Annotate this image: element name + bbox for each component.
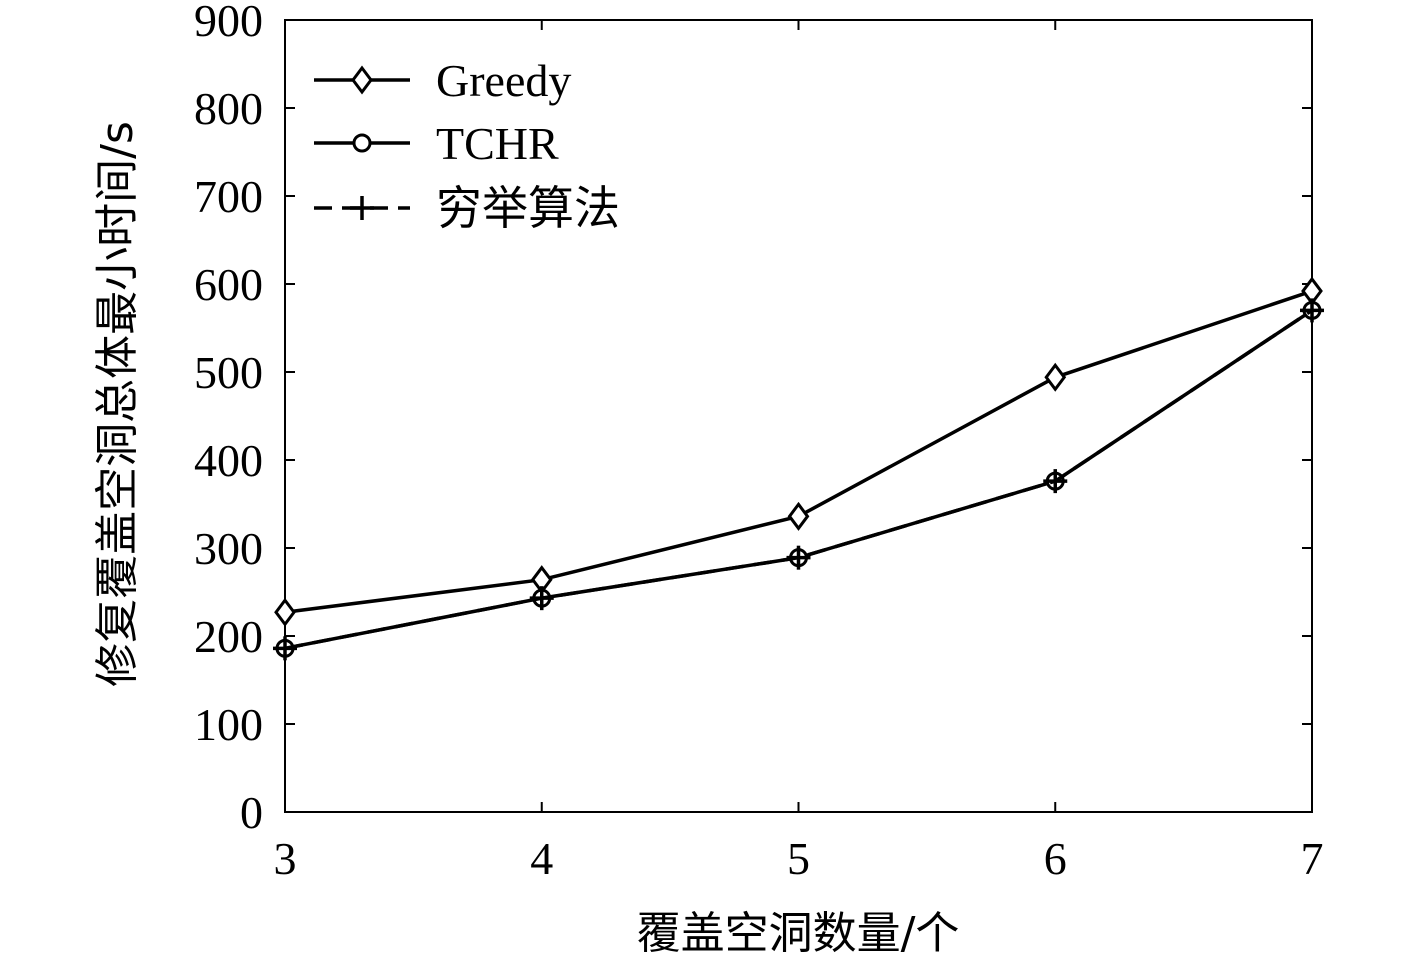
y-tick-label-900: 900 [194,0,263,46]
series-2-point-7 [1300,298,1324,323]
legend-label-0: Greedy [436,55,571,106]
series-0-point-5 [787,501,810,531]
series-2-point-3 [273,636,297,661]
legend-marker-0 [351,65,373,95]
y-tick-label-800: 800 [194,83,263,134]
x-axis-title: 覆盖空洞数量/个 [637,908,960,959]
x-tick-label-5: 5 [787,833,810,884]
axis-ticks: 0 100 200 300 400 500 600 700 800 900 3 4 5 6 7 [194,0,1324,884]
series-0-point-3 [274,597,296,627]
y-tick-label-500: 500 [194,347,263,398]
legend-label-2: 穷举算法 [436,183,620,234]
series-2-line [284,308,1313,651]
y-tick-label-300: 300 [194,523,263,574]
x-tick-label-6: 6 [1044,833,1067,884]
legend: Greedy TCHR 穷举算法 [314,55,620,234]
x-tick-label-7: 7 [1301,833,1324,884]
legend-marker-1 [352,133,372,153]
series-1-line [284,308,1313,651]
y-tick-label-700: 700 [194,171,263,222]
y-axis-title: 修复覆盖空洞总体最小时间/s [92,121,143,687]
y-tick-label-400: 400 [194,435,263,486]
y-tick-label-600: 600 [194,259,263,310]
x-tick-label-4: 4 [530,833,553,884]
series-2-point-5 [786,545,811,570]
series-group [273,276,1324,661]
y-tick-label-100: 100 [194,699,263,750]
series-2-point-4 [529,586,554,611]
y-tick-label-0: 0 [240,787,263,838]
legend-label-1: TCHR [436,118,559,169]
y-tick-label-200: 200 [194,611,263,662]
x-tick-label-3: 3 [274,833,297,884]
legend-marker-2 [350,196,374,220]
series-0-point-6 [1044,362,1067,392]
series-2-point-6 [1043,469,1068,494]
